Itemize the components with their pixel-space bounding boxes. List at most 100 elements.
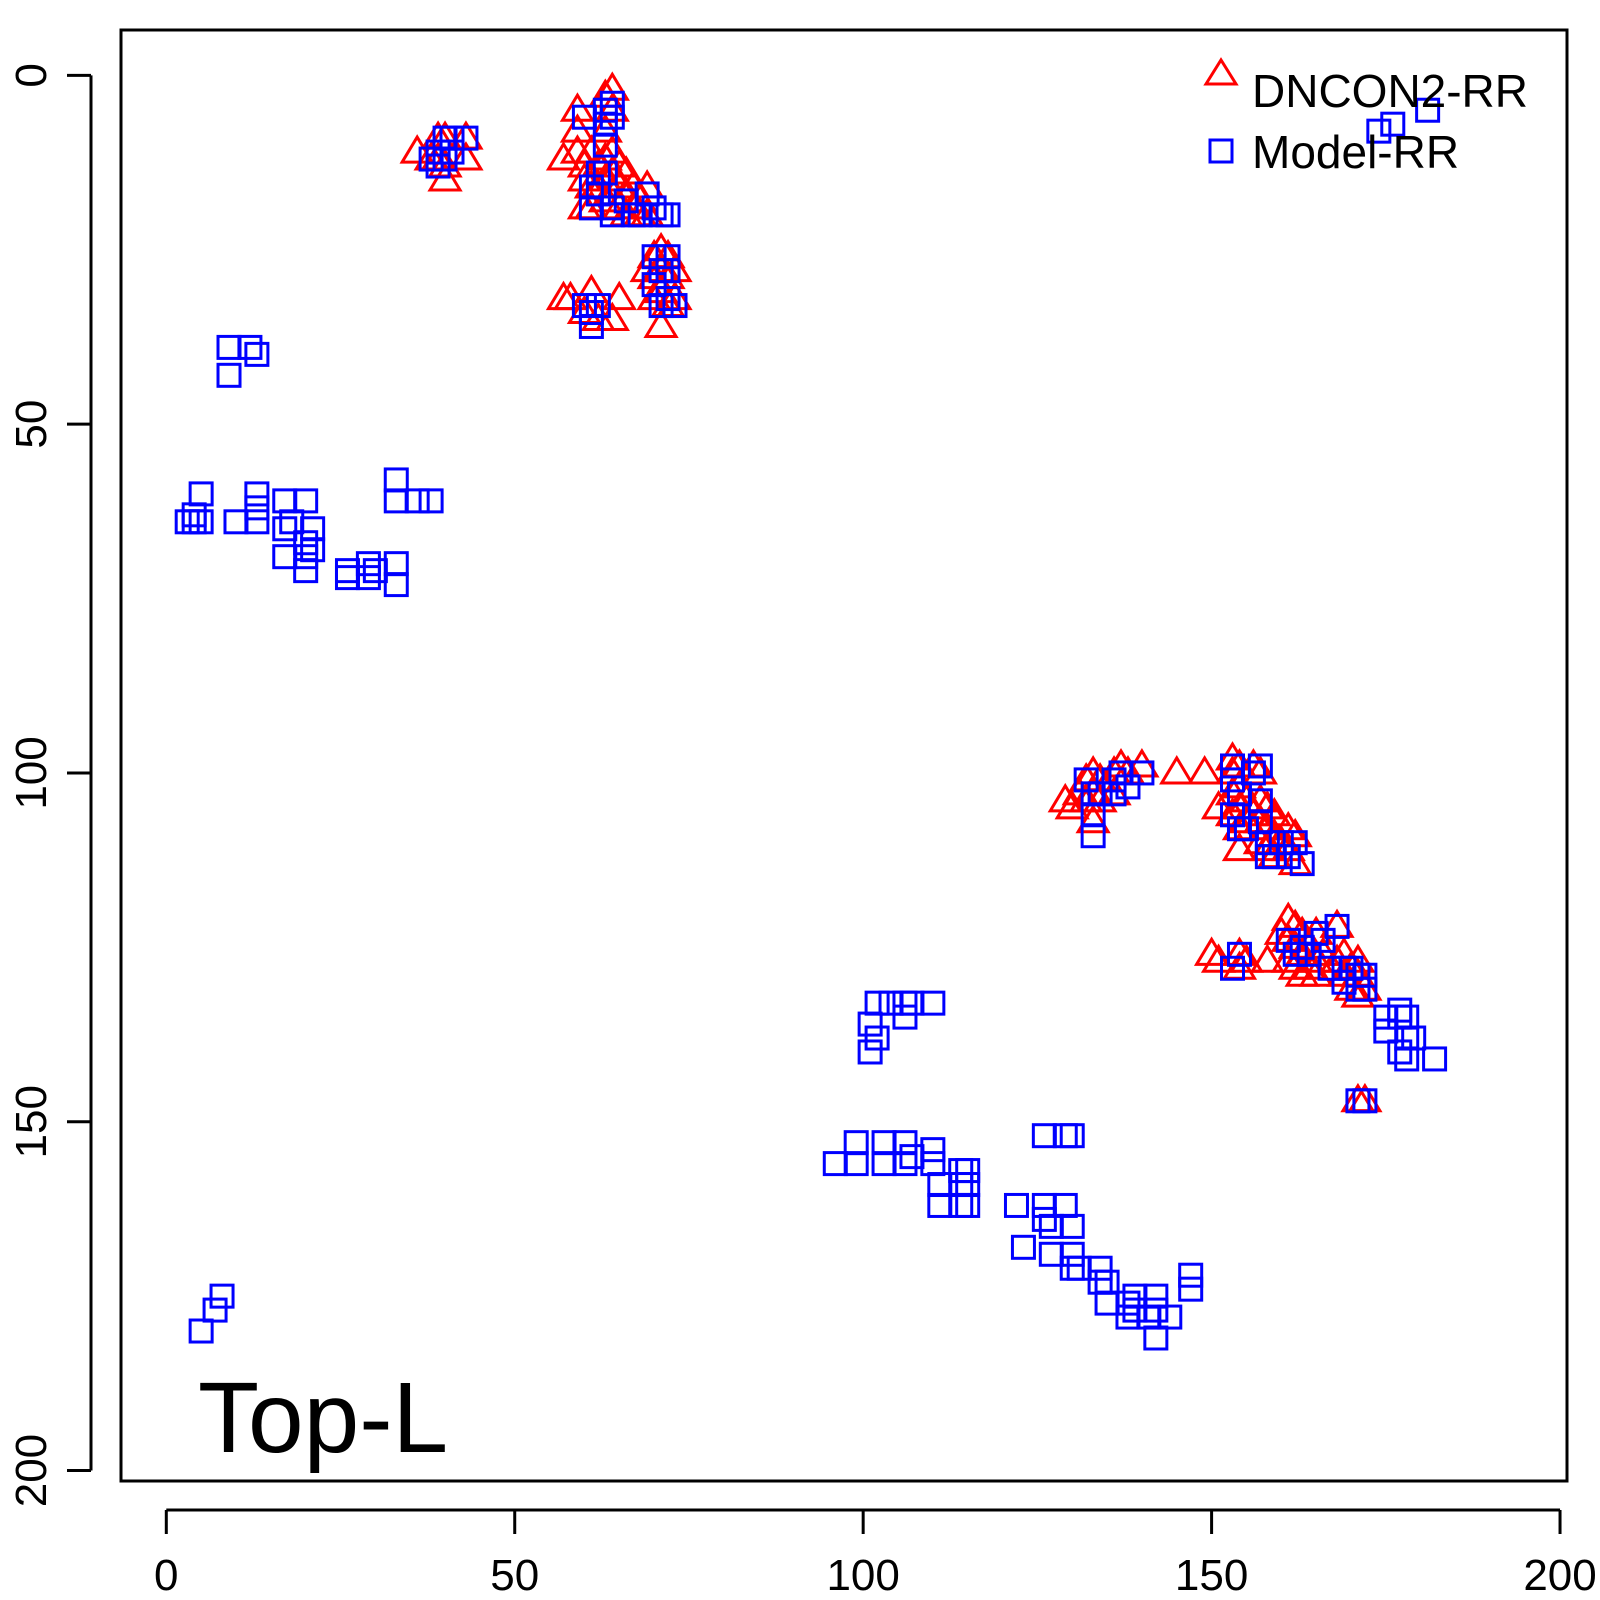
model-rr-point [1038, 1241, 1064, 1267]
model-rr-point [857, 1011, 883, 1037]
model-rr-point [1352, 976, 1378, 1002]
model-rr-point [655, 286, 681, 312]
model-rr-point [892, 1130, 918, 1156]
y-tick-label: 100 [7, 736, 56, 809]
model-rr-point [244, 341, 270, 367]
model-rr-point [1003, 1192, 1029, 1218]
model-rr-point [948, 1192, 974, 1218]
model-rr-point [1010, 1234, 1036, 1260]
model-rr-point [585, 293, 611, 319]
model-rr-point [223, 509, 249, 535]
dncon2-rr-points [399, 71, 1383, 1113]
model-rr-point [1059, 1255, 1085, 1281]
model-rr-point [1275, 844, 1301, 870]
dncon2-rr-point [545, 141, 582, 171]
model-rr-point [1220, 955, 1246, 981]
model-rr-point [425, 153, 451, 179]
model-rr-point [334, 565, 360, 591]
model-rr-point [592, 132, 618, 158]
dncon2-rr-point [1186, 755, 1223, 785]
model-rr-point [1087, 781, 1113, 807]
dncon2-rr-point [1124, 748, 1160, 778]
model-rr-point [1052, 1123, 1078, 1149]
model-rr-point [237, 334, 263, 360]
model-rr-point [641, 244, 667, 270]
model-rr-point [1052, 1192, 1078, 1218]
model-rr-point [1122, 1297, 1148, 1323]
model-rr-point [174, 509, 200, 535]
model-rr-point [1059, 1241, 1085, 1267]
model-rr-point [1387, 997, 1413, 1023]
model-rr-point [216, 362, 242, 388]
model-rr-point [1059, 1213, 1085, 1239]
model-rr-point [181, 502, 207, 528]
x-tick-label: 100 [826, 1551, 899, 1600]
model-rr-point [1261, 844, 1287, 870]
model-rr-point [1101, 767, 1127, 793]
model-rr-point [1143, 1297, 1169, 1323]
model-rr-point [272, 544, 298, 570]
plot-frame [119, 28, 1569, 1483]
model-rr-point [1129, 760, 1155, 786]
model-rr-point [1254, 830, 1280, 856]
model-rr-point [1073, 767, 1099, 793]
model-rr-point [1094, 1269, 1120, 1295]
model-rr-point [425, 139, 451, 165]
model-rr-point [1226, 941, 1252, 967]
y-tick-label: 50 [7, 400, 56, 449]
model-rr-point [948, 1158, 974, 1184]
model-rr-point [1422, 1046, 1448, 1072]
model-rr-point [1247, 753, 1273, 779]
model-rr-point [202, 1297, 228, 1323]
model-rr-point [293, 530, 319, 556]
model-rr-point [843, 1151, 869, 1177]
model-rr-point [1366, 118, 1392, 144]
model-rr-point [892, 990, 918, 1016]
model-rr-point [599, 104, 625, 130]
model-rr-point [1289, 851, 1315, 877]
model-rr-point [1178, 1276, 1204, 1302]
model-rr-point [1373, 1004, 1399, 1030]
model-rr-point [955, 1158, 981, 1184]
model-rr-point [655, 202, 681, 228]
legend: DNCON2-RR Model-RR [1203, 57, 1528, 178]
model-rr-point [1115, 1290, 1141, 1316]
model-rr-point [1094, 1290, 1120, 1316]
model-rr-point [871, 1151, 897, 1177]
model-rr-point [1031, 1206, 1057, 1232]
model-rr-point [439, 139, 465, 165]
model-rr-point [599, 90, 625, 116]
model-rr-point [1394, 1025, 1420, 1051]
model-rr-point [578, 300, 604, 326]
model-rr-point [892, 1151, 918, 1177]
model-rr-point [662, 293, 688, 319]
model-rr-point [1059, 1123, 1085, 1149]
model-rr-point [634, 181, 660, 207]
dncon2-rr-point [1340, 943, 1376, 973]
model-rr-point [1268, 830, 1294, 856]
model-rr-point [1178, 1262, 1204, 1288]
model-rr-point [188, 481, 214, 507]
model-rr-point [1143, 1283, 1169, 1309]
model-rr-point [1324, 913, 1350, 939]
legend-marker-dncon2-rr [1203, 57, 1239, 86]
model-rr-point [1387, 1039, 1413, 1065]
model-rr-point [1087, 1255, 1113, 1281]
model-rr-point [857, 1039, 883, 1065]
model-rr-point [1115, 774, 1141, 800]
x-axis: 0 50 100 150 200 [154, 1508, 1597, 1600]
model-rr-point [1038, 1213, 1064, 1239]
y-tick-label: 150 [7, 1085, 56, 1158]
model-rr-point [272, 488, 298, 514]
model-rr-point [648, 293, 674, 319]
model-rr-point [383, 467, 409, 493]
dncon2-rr-point [601, 148, 637, 178]
model-rr-point [899, 990, 925, 1016]
model-rr-point [1352, 962, 1378, 988]
model-rr-point [955, 1172, 981, 1198]
model-rr-point [404, 488, 430, 514]
model-rr-point [920, 1151, 946, 1177]
model-rr-point [1394, 1046, 1420, 1072]
model-rr-point [293, 558, 319, 584]
